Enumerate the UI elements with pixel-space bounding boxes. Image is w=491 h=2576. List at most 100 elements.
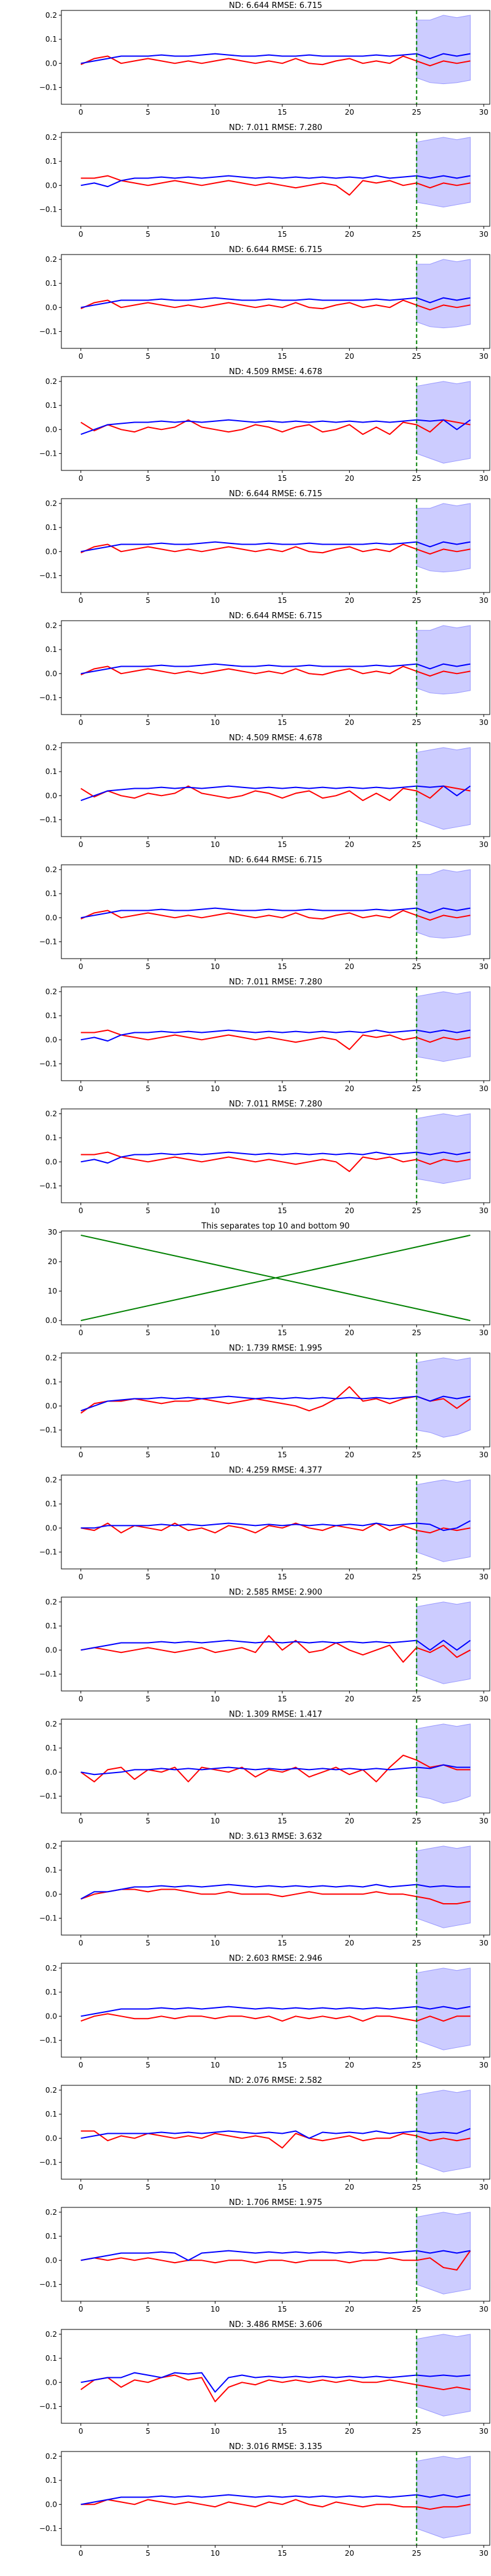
y-tick-label: 0.0 <box>45 2500 57 2509</box>
forecast-series-line <box>80 1029 471 1042</box>
subplot-title: ND: 6.644 RMSE: 6.715 <box>229 856 322 865</box>
x-tick-label: 0 <box>79 596 83 605</box>
y-tick-label: −0.1 <box>39 694 57 702</box>
subplot-1: ND: 6.644 RMSE: 6.715 0 5 10 15 20 25 30 −0.1 0.0… <box>39 1 490 117</box>
x-tick-label: 5 <box>145 1451 150 1459</box>
y-tick-label: 0.0 <box>45 913 57 922</box>
x-tick-label: 25 <box>412 1817 421 1825</box>
x-tick-label: 10 <box>211 2061 220 2069</box>
x-tick-label: 20 <box>345 1328 354 1337</box>
actual-series-line <box>80 543 471 555</box>
x-tick-label: 25 <box>412 108 421 117</box>
forecast-series-line <box>80 1395 471 1412</box>
subplot-6: ND: 6.644 RMSE: 6.715 0 5 10 15 20 25 30 −0.1 0.0… <box>39 611 490 727</box>
y-tick-label: −0.1 <box>39 2158 57 2167</box>
x-tick-label: 10 <box>211 840 220 849</box>
subplot-7: ND: 4.509 RMSE: 4.678 0 5 10 15 20 25 30 −0.1 0.0… <box>39 734 490 849</box>
actual-series-line <box>80 175 471 196</box>
x-tick-label: 30 <box>479 1939 489 1947</box>
x-tick-label: 20 <box>345 1939 354 1947</box>
y-tick-label: 0.2 <box>45 1964 57 1972</box>
x-tick-label: 15 <box>277 2427 287 2436</box>
x-tick-label: 20 <box>345 1451 354 1459</box>
y-tick-label: 0.2 <box>45 1842 57 1850</box>
forecast-series-line <box>80 297 471 309</box>
y-tick-label: 0.0 <box>45 1768 57 1776</box>
y-tick-label: 0.1 <box>45 1988 57 1996</box>
y-tick-label: −0.1 <box>39 205 57 214</box>
x-tick-label: 10 <box>211 352 220 361</box>
x-tick-label: 5 <box>145 2305 150 2313</box>
y-tick-label: 20 <box>48 1257 57 1266</box>
subplot-16: ND: 3.613 RMSE: 3.632 0 5 10 15 20 25 30 −0.1 0.0… <box>39 1832 490 1947</box>
y-tick-label: 0.1 <box>45 645 57 654</box>
x-tick-label: 20 <box>345 2427 354 2436</box>
x-tick-label: 10 <box>211 1084 220 1093</box>
y-tick-label: 0.0 <box>45 669 57 678</box>
actual-series-line <box>80 1029 471 1050</box>
subplot-15: ND: 1.309 RMSE: 1.417 0 5 10 15 20 25 30 −0.1 0.0… <box>39 1710 490 1825</box>
x-tick-label: 5 <box>145 1573 150 1581</box>
actual-series-line <box>80 419 471 435</box>
subplot-12: ND: 1.739 RMSE: 1.995 0 5 10 15 20 25 30 −0.1 0.0… <box>39 1344 490 1459</box>
x-tick-label: 15 <box>277 962 287 971</box>
x-tick-label: 10 <box>211 718 220 727</box>
axes-frame <box>61 1597 490 1692</box>
subplot-20: ND: 3.486 RMSE: 3.606 0 5 10 15 20 25 30 −0.1 0.0… <box>39 2320 490 2436</box>
x-tick-label: 20 <box>345 1695 354 1703</box>
prediction-interval-band <box>416 15 471 85</box>
x-tick-label: 10 <box>211 1328 220 1337</box>
y-tick-label: 0.2 <box>45 1476 57 1484</box>
x-tick-label: 0 <box>79 1206 83 1215</box>
y-tick-label: 0.0 <box>45 2134 57 2142</box>
prediction-interval-band <box>416 2456 471 2539</box>
y-tick-label: 0.0 <box>45 1524 57 1532</box>
x-tick-label: 30 <box>479 352 489 361</box>
forecast-series-line <box>80 2250 471 2261</box>
x-tick-label: 5 <box>145 962 150 971</box>
x-tick-label: 10 <box>211 2305 220 2313</box>
subplot-3: ND: 6.644 RMSE: 6.715 0 5 10 15 20 25 30 −0.1 0.0… <box>39 245 490 361</box>
x-tick-label: 5 <box>145 1084 150 1093</box>
subplot-title: ND: 7.011 RMSE: 7.280 <box>229 1100 322 1109</box>
x-tick-label: 10 <box>211 2427 220 2436</box>
actual-series-line <box>80 1522 471 1534</box>
y-tick-label: 0.1 <box>45 2354 57 2363</box>
y-tick-label: 0.2 <box>45 1110 57 1118</box>
forecast-series-line <box>80 1151 471 1164</box>
prediction-interval-band <box>416 869 471 939</box>
y-tick-label: −0.1 <box>39 1670 57 1679</box>
subplot-title: ND: 6.644 RMSE: 6.715 <box>229 245 322 255</box>
y-tick-label: 0.1 <box>45 157 57 166</box>
x-tick-label: 10 <box>211 1451 220 1459</box>
y-tick-label: 0.1 <box>45 523 57 532</box>
prediction-interval-band <box>416 625 471 695</box>
subplot-title: ND: 2.585 RMSE: 2.900 <box>229 1588 322 1597</box>
subplot-title: This separates top 10 and bottom 90 <box>201 1222 349 1231</box>
x-tick-label: 25 <box>412 352 421 361</box>
subplot-title: ND: 3.486 RMSE: 3.606 <box>229 2320 322 2329</box>
y-tick-label: 0.2 <box>45 865 57 874</box>
x-tick-label: 10 <box>211 230 220 239</box>
prediction-interval-band <box>416 1968 471 2050</box>
forecast-series-line <box>80 53 471 64</box>
x-tick-label: 0 <box>79 1817 83 1825</box>
x-tick-label: 0 <box>79 1573 83 1581</box>
y-tick-label: 0.2 <box>45 255 57 264</box>
x-tick-label: 5 <box>145 230 150 239</box>
y-tick-label: −0.1 <box>39 1426 57 1435</box>
axes-frame <box>61 864 490 959</box>
subplot-5: ND: 6.644 RMSE: 6.715 0 5 10 15 20 25 30 −0.1 0.0… <box>39 489 490 605</box>
prediction-interval-band <box>416 503 471 573</box>
y-tick-label: −0.1 <box>39 2524 57 2533</box>
x-tick-label: 20 <box>345 2549 354 2558</box>
x-tick-label: 30 <box>479 1573 489 1581</box>
y-tick-label: −0.1 <box>39 938 57 946</box>
x-tick-label: 15 <box>277 474 287 483</box>
increasing-separator-line <box>80 1234 471 1322</box>
y-tick-label: −0.1 <box>39 572 57 580</box>
x-tick-label: 30 <box>479 108 489 117</box>
x-tick-label: 20 <box>345 230 354 239</box>
x-tick-label: 10 <box>211 962 220 971</box>
